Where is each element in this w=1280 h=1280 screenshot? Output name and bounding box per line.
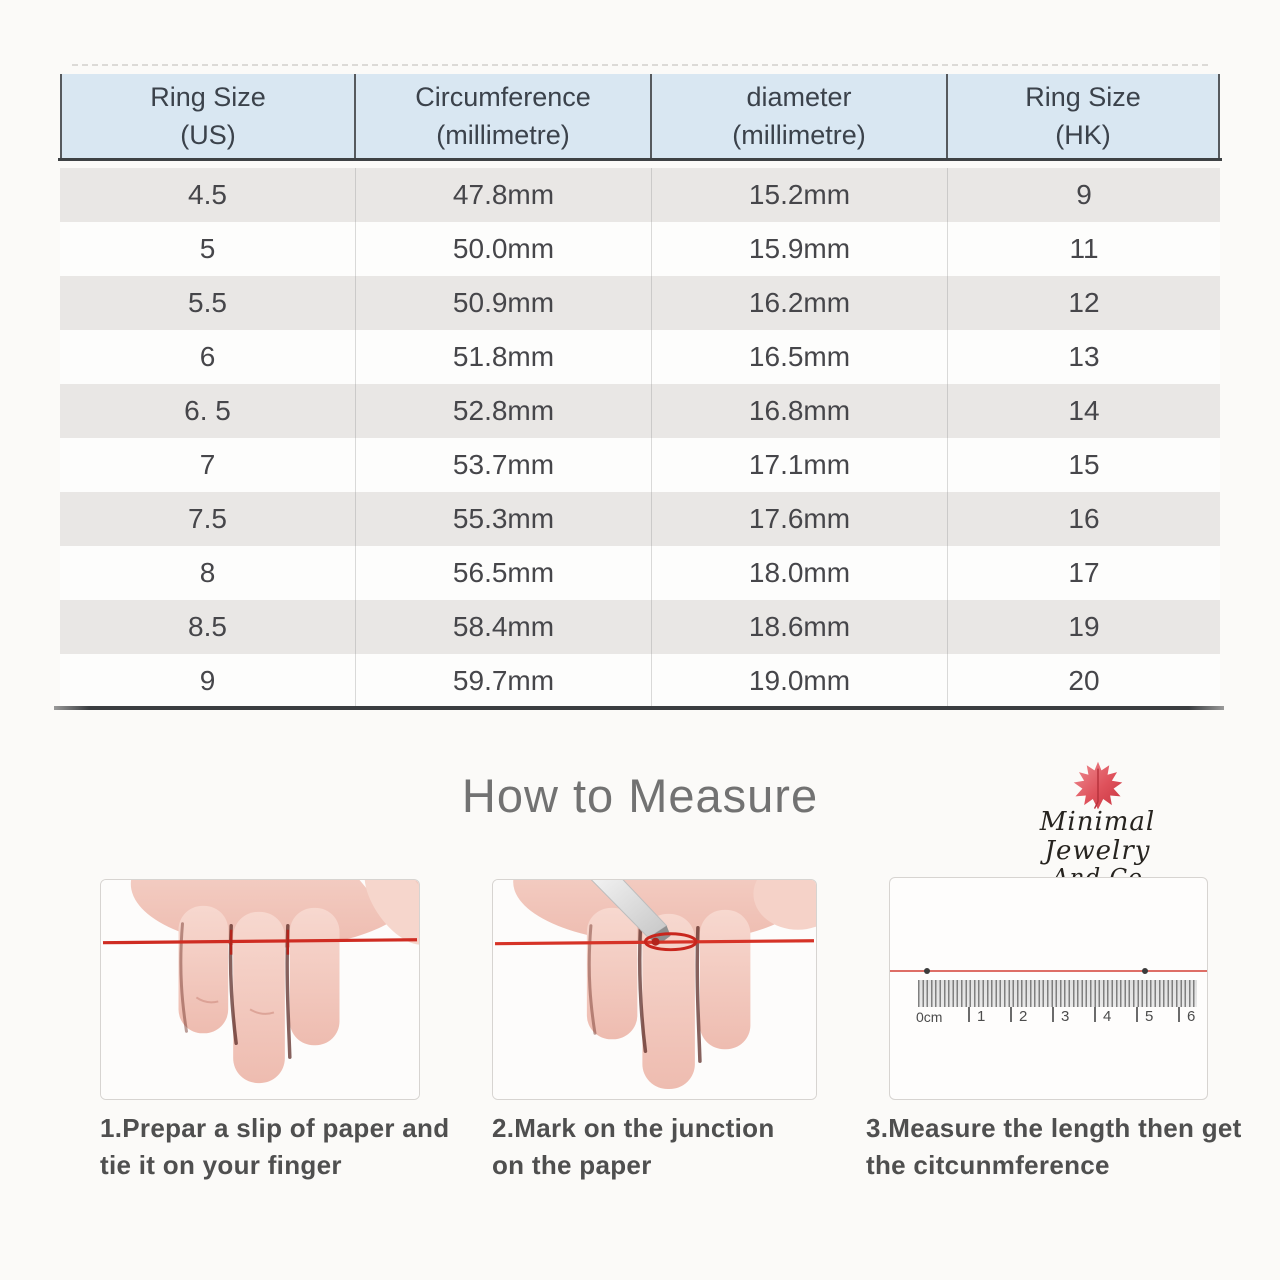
cell-circumference: 58.4mm [356,600,652,654]
cell-diameter: 16.8mm [652,384,948,438]
cell-us-size: 8.5 [60,600,356,654]
cell-us-size: 4.5 [60,168,356,222]
cell-circumference: 47.8mm [356,168,652,222]
step1-caption: 1.Prepar a slip of paper and tie it on y… [100,1113,450,1181]
ruler-cm-tick [1052,1007,1054,1022]
cell-diameter: 15.9mm [652,222,948,276]
step1-illustration [100,879,420,1100]
cell-diameter: 18.0mm [652,546,948,600]
col-header-line: Circumference [415,81,591,112]
ring-size-table-body: 4.5 47.8mm 15.2mm 9 5 50.0mm 15.9mm 11 5… [60,168,1220,708]
cell-circumference: 55.3mm [356,492,652,546]
cell-diameter: 19.0mm [652,654,948,708]
table-row: 8.5 58.4mm 18.6mm 19 [60,600,1220,654]
col-header-diameter: diameter (millimetre) [652,74,948,158]
col-header-line: Ring Size [150,81,266,112]
section-title: How to Measure [461,769,819,822]
ruler-fine-ticks [918,980,1197,1007]
cell-hk-size: 13 [948,330,1220,384]
cell-hk-size: 12 [948,276,1220,330]
cell-us-size: 5 [60,222,356,276]
ruler-cm-label: 3 [1061,1008,1070,1025]
cell-diameter: 15.2mm [652,168,948,222]
header-bottom-rule [58,158,1222,161]
ruler-cm-tick [1094,1007,1096,1022]
col-header-line: Ring Size [1025,81,1141,112]
col-header-line: diameter [746,81,852,112]
col-header-line: (millimetre) [436,120,570,150]
cell-us-size: 7.5 [60,492,356,546]
cell-hk-size: 9 [948,168,1220,222]
cell-circumference: 59.7mm [356,654,652,708]
step3-illustration: 0cm 1 2 3 4 5 6 [889,877,1208,1100]
cell-us-size: 7 [60,438,356,492]
mark-dot [1142,968,1148,974]
hand-string-illustration [101,880,419,1099]
cell-us-size: 5.5 [60,276,356,330]
faint-top-divider [72,64,1208,66]
table-row: 6 51.8mm 16.5mm 13 [60,330,1220,384]
cell-us-size: 6. 5 [60,384,356,438]
ruler-cm-label: 5 [1145,1008,1154,1025]
cell-us-size: 9 [60,654,356,708]
cell-circumference: 51.8mm [356,330,652,384]
step2-illustration [492,879,817,1100]
table-row: 5 50.0mm 15.9mm 11 [60,222,1220,276]
cell-hk-size: 14 [948,384,1220,438]
cell-hk-size: 16 [948,492,1220,546]
maple-leaf-icon [1073,761,1122,810]
cell-hk-size: 15 [948,438,1220,492]
ruler-cm-tick [968,1007,970,1022]
cell-hk-size: 20 [948,654,1220,708]
cell-circumference: 50.9mm [356,276,652,330]
brand-logo: Minimal Jewelry And Co [1000,760,1195,893]
step3-caption: 3.Measure the length then get the citcun… [866,1113,1242,1181]
ruler-cm-label: 2 [1019,1008,1028,1025]
cell-us-size: 6 [60,330,356,384]
col-header-line: (millimetre) [732,120,866,150]
cell-circumference: 52.8mm [356,384,652,438]
table-row: 7.5 55.3mm 17.6mm 16 [60,492,1220,546]
col-header-line: (HK) [1055,120,1111,150]
step2-caption: 2.Mark on the junction on the paper [492,1113,775,1181]
cell-diameter: 16.2mm [652,276,948,330]
ruler-cm-label: 4 [1103,1008,1112,1025]
table-row: 7 53.7mm 17.1mm 15 [60,438,1220,492]
table-bottom-rule [54,706,1224,710]
ruler-cm-tick [1010,1007,1012,1022]
cell-hk-size: 19 [948,600,1220,654]
col-header-ring-size-hk: Ring Size (HK) [948,74,1220,158]
cell-hk-size: 17 [948,546,1220,600]
cell-diameter: 18.6mm [652,600,948,654]
col-header-circumference: Circumference (millimetre) [356,74,652,158]
ring-size-table-header: Ring Size (US) Circumference (millimetre… [60,74,1220,158]
cell-diameter: 17.1mm [652,438,948,492]
ruler-cm-label: 1 [977,1008,986,1025]
table-row: 6. 5 52.8mm 16.8mm 14 [60,384,1220,438]
measuring-string [890,970,1207,972]
ruler-zero-label: 0cm [916,1009,943,1025]
hand-pen-illustration [493,880,816,1099]
ruler-cm-tick [1178,1007,1180,1022]
cell-circumference: 53.7mm [356,438,652,492]
table-row: 4.5 47.8mm 15.2mm 9 [60,168,1220,222]
table-row: 5.5 50.9mm 16.2mm 12 [60,276,1220,330]
cell-hk-size: 11 [948,222,1220,276]
table-row: 8 56.5mm 18.0mm 17 [60,546,1220,600]
ruler-cm-label: 6 [1187,1008,1196,1025]
cell-us-size: 8 [60,546,356,600]
col-header-ring-size-us: Ring Size (US) [60,74,356,158]
table-row: 9 59.7mm 19.0mm 20 [60,654,1220,708]
ruler-cm-tick [1136,1007,1138,1022]
mark-dot [924,968,930,974]
brand-name-line1: Minimal Jewelry [1039,807,1156,866]
cell-circumference: 50.0mm [356,222,652,276]
cell-diameter: 17.6mm [652,492,948,546]
col-header-line: (US) [180,120,236,150]
cell-diameter: 16.5mm [652,330,948,384]
cell-circumference: 56.5mm [356,546,652,600]
